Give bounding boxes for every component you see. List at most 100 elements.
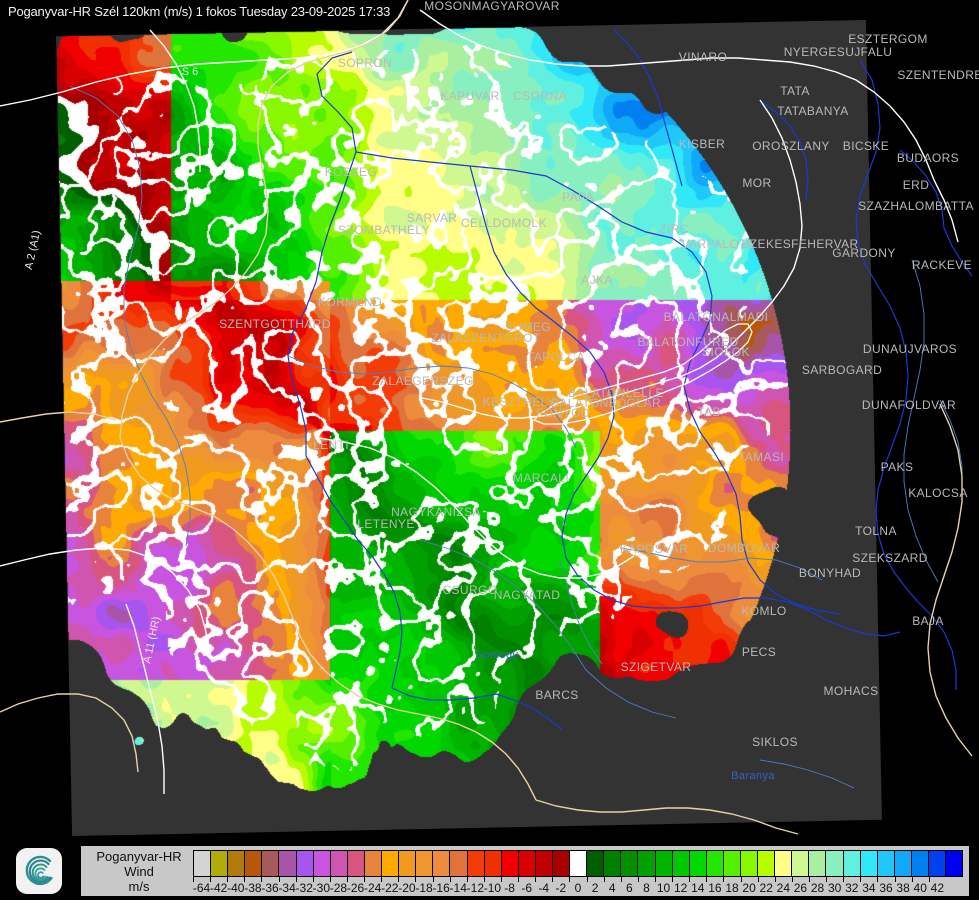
tick-mark (432, 877, 434, 882)
tick-mark (672, 877, 674, 882)
tick-label--24: -24 (363, 881, 382, 895)
tick-mark (295, 877, 297, 882)
color-swatch--6 (518, 851, 536, 876)
tick-label--10: -10 (483, 881, 502, 895)
tick-label--34: -34 (278, 881, 296, 895)
tick-mark (791, 877, 793, 882)
color-swatch-28 (809, 851, 827, 876)
color-swatch--42 (211, 851, 229, 876)
page-title: Poganyvar-HR Szél 120km (m/s) 1 fokos Tu… (8, 4, 391, 19)
road-label-s6: S 6 (181, 66, 199, 78)
tick-label-4: 4 (608, 881, 616, 895)
tick-label-38: 38 (896, 881, 910, 895)
international-border (0, 0, 973, 835)
color-swatch-22 (758, 851, 776, 876)
tick-label--26: -26 (346, 881, 365, 895)
tick-mark (911, 877, 913, 882)
color-swatch-10 (655, 851, 673, 876)
tick-label--4: -4 (538, 881, 550, 895)
lake-balaton (532, 323, 753, 425)
color-swatch--32 (296, 851, 314, 876)
color-swatch--40 (228, 851, 246, 876)
color-swatch--2 (552, 851, 571, 876)
map-vector-layer (0, 0, 973, 835)
color-swatch--12 (467, 851, 485, 876)
tick-mark (655, 877, 656, 882)
tick-label--2: -2 (555, 881, 567, 895)
tick-label--22: -22 (381, 881, 399, 895)
tick-mark (329, 877, 331, 882)
color-swatch--36 (262, 851, 280, 876)
tick-label-26: 26 (793, 881, 808, 895)
color-scale: -64 -42 -40 -38 -36 -34 -32 -30 -28 -26 -24 -22 -20-… (192, 850, 963, 895)
tick-label-28: 28 (810, 881, 825, 895)
color-swatch--24 (364, 851, 383, 876)
tick-mark (689, 877, 691, 882)
tick-label--42: -42 (209, 881, 228, 895)
tick-mark (894, 877, 896, 882)
tick-mark (928, 877, 930, 882)
tick-label--30: -30 (312, 881, 330, 895)
color-scale-ticks: -64 -42 -40 -38 -36 -34 -32 -30 -28 -26 -24 -22 -20-… (192, 877, 963, 895)
tick-label-18: 18 (725, 881, 739, 895)
tick-mark (535, 877, 537, 882)
tick-label-14: 14 (691, 881, 705, 895)
tick-label--14: -14 (449, 881, 467, 895)
color-swatch-12 (672, 851, 690, 876)
tick-label--18: -18 (415, 881, 433, 895)
tick-label-40: 40 (913, 881, 927, 895)
tick-mark (278, 877, 280, 882)
tick-mark (449, 877, 451, 882)
color-swatch--64 (194, 851, 212, 876)
tick-label-20: 20 (742, 881, 756, 895)
tick-label-32: 32 (845, 881, 859, 895)
color-swatch-strip (193, 850, 963, 877)
color-swatch-38 (894, 851, 912, 876)
color-swatch--8 (501, 851, 519, 876)
radar-map[interactable]: Poganyvar-HR Szél 120km (m/s) 1 fokos Tu… (0, 0, 979, 840)
tick-label-8: 8 (643, 881, 650, 895)
motorways (0, 0, 959, 794)
color-swatch-26 (792, 851, 810, 876)
color-swatch--10 (484, 851, 502, 876)
color-swatch--34 (279, 851, 297, 876)
omsz-spiral-logo (16, 848, 62, 894)
tick-mark (826, 877, 828, 882)
tick-label-6: 6 (625, 881, 633, 895)
color-swatch--28 (330, 851, 348, 876)
tick-mark (706, 877, 708, 882)
tick-label-16: 16 (708, 881, 722, 895)
tick-mark (877, 877, 879, 882)
tick-label--16: -16 (432, 881, 450, 895)
color-swatch--26 (347, 851, 365, 876)
tick-mark (193, 877, 194, 882)
color-swatch--14 (450, 851, 468, 876)
tick-mark (312, 877, 314, 882)
rivers (69, 85, 963, 789)
county-borders (287, 29, 973, 731)
tick-label--20: -20 (398, 881, 416, 895)
color-swatch--18 (416, 851, 434, 876)
color-swatch-42 (929, 851, 947, 876)
tick-mark (398, 877, 400, 882)
tick-label--32: -32 (295, 881, 313, 895)
color-swatch-6 (621, 851, 639, 876)
tick-label-24: 24 (776, 881, 791, 895)
tick-label-22: 22 (759, 881, 773, 895)
tick-label--64: -64 (192, 881, 211, 895)
tick-label--6: -6 (521, 881, 532, 895)
color-swatch-undefined (946, 851, 963, 876)
tick-mark (261, 877, 263, 882)
tick-mark (466, 877, 468, 882)
color-swatch-32 (843, 851, 861, 876)
color-swatch--16 (433, 851, 451, 876)
tick-label-36: 36 (879, 881, 893, 895)
tick-mark (774, 877, 776, 882)
tick-label--38: -38 (244, 881, 262, 895)
color-swatch-4 (604, 851, 622, 876)
tick-label-0: 0 (574, 881, 582, 895)
legend-site-label: Poganyvar-HR (96, 849, 182, 864)
tick-mark (586, 877, 588, 882)
color-swatch-40 (911, 851, 930, 876)
